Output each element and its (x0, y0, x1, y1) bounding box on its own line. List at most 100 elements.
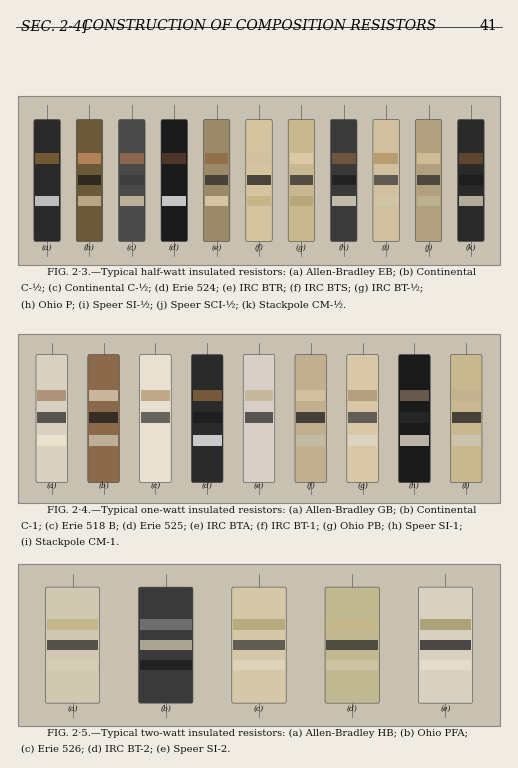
FancyBboxPatch shape (139, 355, 171, 482)
Text: FIG. 2·4.—Typical one-watt insulated resistors: (a) Allen-Bradley GB; (b) Contin: FIG. 2·4.—Typical one-watt insulated res… (47, 506, 476, 515)
Text: (a): (a) (47, 482, 57, 490)
Bar (296, 390, 325, 401)
FancyBboxPatch shape (243, 355, 275, 482)
FancyBboxPatch shape (295, 355, 327, 482)
Text: (h): (h) (409, 482, 420, 490)
Bar (452, 390, 481, 401)
FancyBboxPatch shape (246, 120, 272, 241)
Text: 41: 41 (480, 19, 497, 33)
Text: FIG. 2·3.—Typical half-watt insulated resistors: (a) Allen-Bradley EB; (b) Conti: FIG. 2·3.—Typical half-watt insulated re… (47, 268, 476, 277)
Bar (89, 412, 118, 423)
Text: (i): (i) (462, 482, 470, 490)
Bar (326, 660, 378, 670)
Bar (233, 620, 285, 630)
Bar (332, 196, 355, 207)
Bar (247, 154, 271, 164)
Bar (233, 640, 285, 650)
Text: (g): (g) (357, 482, 368, 490)
Bar (244, 390, 274, 401)
Bar (47, 660, 98, 670)
Bar (205, 154, 228, 164)
Bar (163, 196, 186, 207)
FancyBboxPatch shape (36, 355, 67, 482)
Text: (d): (d) (347, 705, 357, 713)
Bar (459, 174, 483, 185)
FancyBboxPatch shape (232, 587, 286, 703)
Bar (400, 435, 429, 445)
Bar (89, 435, 118, 445)
Bar (400, 390, 429, 401)
Text: (i): (i) (382, 244, 391, 252)
Text: (d): (d) (202, 482, 212, 490)
FancyBboxPatch shape (88, 355, 119, 482)
Bar (247, 196, 271, 207)
Bar (78, 154, 101, 164)
Bar (348, 435, 377, 445)
FancyBboxPatch shape (139, 587, 193, 703)
Bar (163, 174, 186, 185)
Bar (140, 620, 192, 630)
Bar (205, 174, 228, 185)
Bar (47, 640, 98, 650)
FancyBboxPatch shape (288, 120, 314, 241)
Bar (459, 196, 483, 207)
Text: (g): (g) (296, 244, 307, 252)
Bar (375, 154, 398, 164)
Bar (452, 435, 481, 445)
Text: (c): (c) (150, 482, 161, 490)
Bar (296, 435, 325, 445)
Bar (18, 96, 500, 265)
Bar (417, 174, 440, 185)
Bar (326, 640, 378, 650)
Bar (78, 196, 101, 207)
FancyBboxPatch shape (330, 120, 357, 241)
Bar (35, 154, 59, 164)
Bar (290, 174, 313, 185)
Bar (326, 620, 378, 630)
Text: (h): (h) (338, 244, 349, 252)
Bar (348, 390, 377, 401)
FancyBboxPatch shape (399, 355, 430, 482)
Bar (244, 435, 274, 445)
FancyBboxPatch shape (192, 355, 223, 482)
Bar (417, 154, 440, 164)
Text: (e): (e) (211, 244, 222, 252)
Text: C-1; (c) Erie 518 B; (d) Erie 525; (e) IRC BTA; (f) IRC BT-1; (g) Ohio PB; (h) S: C-1; (c) Erie 518 B; (d) Erie 525; (e) I… (21, 522, 463, 531)
FancyBboxPatch shape (458, 120, 484, 241)
Bar (35, 196, 59, 207)
FancyBboxPatch shape (419, 587, 473, 703)
Text: (j): (j) (424, 244, 433, 252)
FancyBboxPatch shape (347, 355, 378, 482)
Bar (332, 154, 355, 164)
Bar (417, 196, 440, 207)
FancyBboxPatch shape (161, 120, 188, 241)
FancyBboxPatch shape (325, 587, 379, 703)
FancyBboxPatch shape (76, 120, 103, 241)
Bar (233, 660, 285, 670)
Bar (78, 174, 101, 185)
FancyBboxPatch shape (415, 120, 442, 241)
Bar (290, 154, 313, 164)
FancyBboxPatch shape (451, 355, 482, 482)
FancyBboxPatch shape (46, 587, 99, 703)
Bar (37, 412, 66, 423)
Text: SEC. 2-4]: SEC. 2-4] (21, 19, 87, 33)
Text: (d): (d) (169, 244, 180, 252)
Bar (420, 640, 471, 650)
Bar (296, 412, 325, 423)
Bar (375, 174, 398, 185)
Bar (205, 196, 228, 207)
Bar (120, 174, 143, 185)
Bar (244, 412, 274, 423)
Bar (193, 390, 222, 401)
Bar (420, 660, 471, 670)
FancyBboxPatch shape (373, 120, 399, 241)
Text: FIG. 2·5.—Typical two-watt insulated resistors: (a) Allen-Bradley HB; (b) Ohio P: FIG. 2·5.—Typical two-watt insulated res… (47, 729, 468, 738)
Text: (a): (a) (42, 244, 52, 252)
Bar (332, 174, 355, 185)
Bar (348, 412, 377, 423)
Text: (f): (f) (254, 244, 264, 252)
Text: C-½; (c) Continental C-½; (d) Erie 524; (e) IRC BTR; (f) IRC BTS; (g) IRC BT-½;: C-½; (c) Continental C-½; (d) Erie 524; … (21, 284, 423, 293)
Bar (452, 412, 481, 423)
FancyBboxPatch shape (204, 120, 230, 241)
